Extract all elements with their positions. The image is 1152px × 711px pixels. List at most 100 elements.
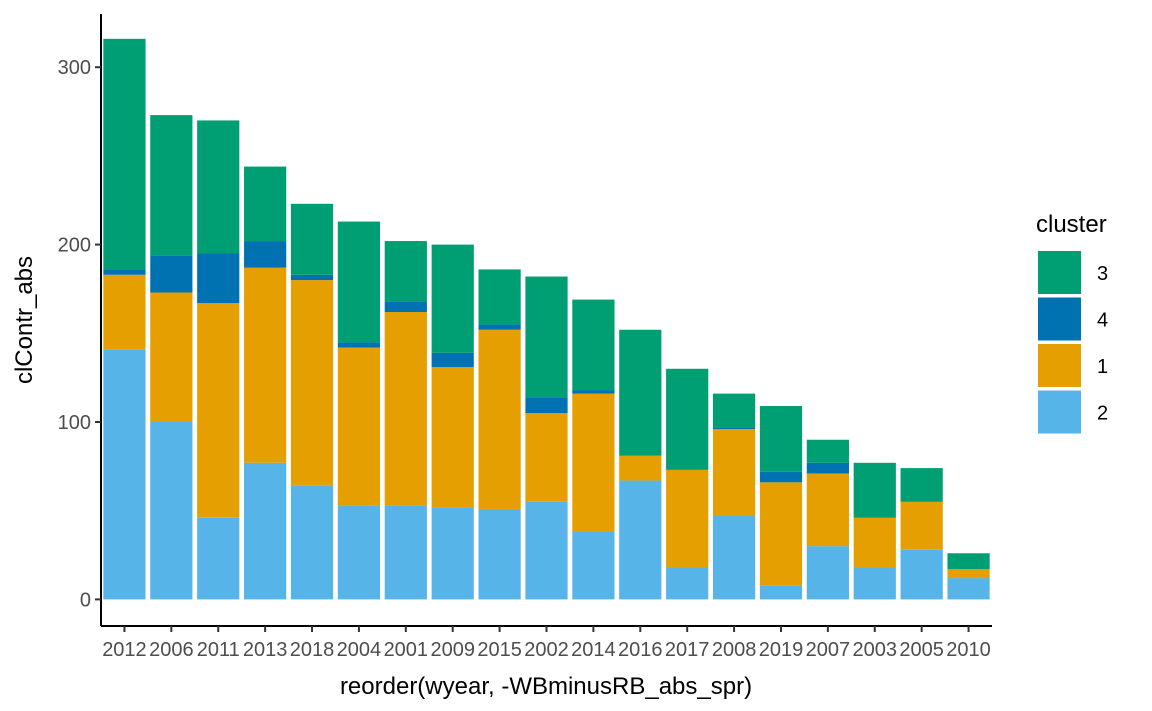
bar-segment-2003-cluster-3 xyxy=(853,462,896,518)
x-tick-label: 2015 xyxy=(477,639,522,661)
bar-segment-2001-cluster-4 xyxy=(384,301,427,313)
bar-segment-2011-cluster-1 xyxy=(197,303,240,518)
bar-segment-2001-cluster-1 xyxy=(384,312,427,506)
bar-segment-2019-cluster-4 xyxy=(759,471,803,483)
bar-segment-2015-cluster-4 xyxy=(478,324,521,330)
bar-segment-2013-cluster-1 xyxy=(244,267,287,463)
bar-segment-2006-cluster-2 xyxy=(150,422,193,600)
bar-segment-2013-cluster-2 xyxy=(244,462,287,600)
bar-segment-2004-cluster-2 xyxy=(337,505,381,600)
x-tick-label: 2009 xyxy=(430,639,475,661)
x-tick-label: 2006 xyxy=(149,639,194,661)
bar-segment-2014-cluster-1 xyxy=(572,393,615,532)
legend-key-cluster-4 xyxy=(1038,297,1081,341)
bar-segment-2011-cluster-3 xyxy=(197,120,240,254)
bar-segment-2010-cluster-3 xyxy=(947,553,990,570)
x-axis-title: reorder(wyear, -WBminusRB_abs_spr) xyxy=(340,673,752,700)
legend-label-cluster-4: 4 xyxy=(1097,310,1108,332)
legend-label-cluster-3: 3 xyxy=(1097,263,1108,285)
bar-segment-2003-cluster-1 xyxy=(853,517,896,568)
bar-segment-2014-cluster-4 xyxy=(572,390,615,394)
bar-segment-2012-cluster-2 xyxy=(103,349,146,600)
bar-segment-2012-cluster-1 xyxy=(103,274,146,350)
x-tick-label: 2003 xyxy=(853,639,898,661)
bar-segment-2016-cluster-2 xyxy=(619,480,662,600)
x-tick-label: 2007 xyxy=(806,639,851,661)
bar-segment-2001-cluster-2 xyxy=(384,505,427,600)
legend-label-cluster-1: 1 xyxy=(1097,356,1108,378)
x-tick-label: 2012 xyxy=(102,639,147,661)
bar-segment-2018-cluster-4 xyxy=(290,274,334,281)
bar-segment-2016-cluster-1 xyxy=(619,455,662,481)
bar-segment-2015-cluster-3 xyxy=(478,269,521,325)
x-tick-label: 2013 xyxy=(243,639,288,661)
bar-segment-2006-cluster-4 xyxy=(150,255,193,293)
bar-segment-2005-cluster-2 xyxy=(900,549,943,600)
bar-segment-2009-cluster-4 xyxy=(431,352,474,368)
bar-segment-2007-cluster-4 xyxy=(806,462,849,474)
bar-segment-2004-cluster-3 xyxy=(337,221,381,343)
bar-segment-2002-cluster-1 xyxy=(525,413,568,502)
bar-segment-2007-cluster-1 xyxy=(806,473,849,547)
y-tick-label: 200 xyxy=(58,235,91,257)
y-axis: 0 100 200 300 xyxy=(58,14,102,626)
bar-segment-2013-cluster-4 xyxy=(244,241,287,268)
bar-segment-2011-cluster-4 xyxy=(197,253,240,304)
bar-segment-2011-cluster-2 xyxy=(197,517,240,600)
bar-segment-2008-cluster-3 xyxy=(712,393,756,428)
legend: cluster 3 4 1 2 xyxy=(1036,211,1108,434)
bar-segment-2019-cluster-3 xyxy=(759,406,803,472)
bar-segment-2017-cluster-3 xyxy=(666,368,709,470)
bar-segment-2003-cluster-2 xyxy=(853,567,896,600)
legend-key-cluster-3 xyxy=(1038,251,1081,294)
bar-segment-2018-cluster-1 xyxy=(290,280,334,486)
bar-segment-2010-cluster-1 xyxy=(947,569,990,579)
bar-segment-2017-cluster-1 xyxy=(666,469,709,568)
bar-segment-2001-cluster-3 xyxy=(384,241,427,302)
x-tick-label: 2014 xyxy=(571,639,616,661)
bar-segment-2004-cluster-1 xyxy=(337,347,381,506)
bar-segment-2014-cluster-2 xyxy=(572,531,615,600)
bar-segment-2018-cluster-2 xyxy=(290,485,334,600)
bar-segment-2019-cluster-2 xyxy=(759,585,803,600)
bar-segment-2008-cluster-2 xyxy=(712,516,756,600)
x-tick-label: 2017 xyxy=(665,639,710,661)
y-tick-label: 300 xyxy=(58,57,91,79)
legend-key-cluster-1 xyxy=(1038,344,1081,387)
bar-segment-2015-cluster-2 xyxy=(478,508,521,600)
bar-segment-2009-cluster-2 xyxy=(431,507,474,600)
legend-title: cluster xyxy=(1036,211,1107,238)
y-axis-title: clContr_abs xyxy=(11,256,38,384)
x-tick-label: 2004 xyxy=(337,639,382,661)
bar-segment-2012-cluster-3 xyxy=(103,38,146,270)
bar-segment-2002-cluster-3 xyxy=(525,276,568,398)
x-tick-label: 2001 xyxy=(384,639,429,661)
x-tick-label: 2010 xyxy=(946,639,991,661)
bar-segment-2008-cluster-4 xyxy=(712,427,756,430)
bar-segment-2013-cluster-3 xyxy=(244,166,287,242)
bar-segment-2012-cluster-4 xyxy=(103,269,146,275)
bar-segment-2007-cluster-3 xyxy=(806,439,849,463)
x-tick-label: 2018 xyxy=(290,639,335,661)
bar-segment-2010-cluster-2 xyxy=(947,578,990,600)
x-tick-label: 2019 xyxy=(759,639,804,661)
bar-segment-2016-cluster-3 xyxy=(619,329,662,456)
x-axis: 2012 2006 2011 2013 2018 2004 2001 2009 2015 2002… xyxy=(101,625,992,661)
x-tick-label: 2011 xyxy=(197,639,240,661)
y-tick-label: 100 xyxy=(58,412,91,434)
bar-segment-2018-cluster-3 xyxy=(290,203,334,275)
bar-segment-2014-cluster-3 xyxy=(572,299,615,391)
legend-key-cluster-2 xyxy=(1038,390,1081,434)
bar-segment-2006-cluster-1 xyxy=(150,292,193,422)
bar-segment-2005-cluster-3 xyxy=(900,468,943,502)
bar-segment-2017-cluster-2 xyxy=(666,567,709,600)
x-tick-label: 2002 xyxy=(524,639,569,661)
bar-segment-2008-cluster-1 xyxy=(712,429,756,517)
bar-segment-2019-cluster-1 xyxy=(759,482,803,586)
bar-segment-2004-cluster-4 xyxy=(337,342,381,348)
x-tick-label: 2008 xyxy=(712,639,757,661)
x-tick-label: 2016 xyxy=(618,639,663,661)
bar-segment-2006-cluster-3 xyxy=(150,115,193,256)
x-tick-label: 2005 xyxy=(899,639,944,661)
